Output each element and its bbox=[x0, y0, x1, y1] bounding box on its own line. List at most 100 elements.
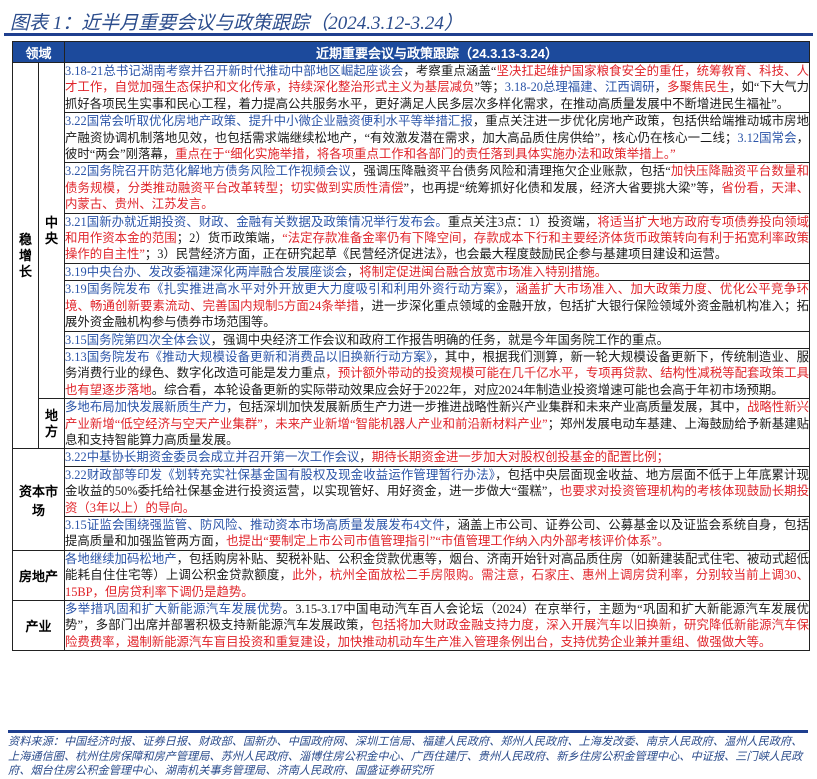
key-point-highlight: 加快压降融资平台数量和债务规模，分类推动融资平台改革转型；切实做到实质性清偿 bbox=[65, 164, 810, 195]
key-point-highlight: 省份看，天津、内蒙古、贵州、江苏发言。 bbox=[65, 180, 810, 212]
detail-text: ，包括购房补贴、契税补贴、公积金贷款优惠等，烟台、济南开始针对高品质住房（如新建… bbox=[65, 551, 810, 583]
detail-text: ”，也再提“统筹抓好化债和发展，经济大省要挑大梁”等， bbox=[403, 180, 722, 195]
policy-item: 3.15国务院第四次全体会议，强调中央经济工作会议和政府工作报告明确的任务，就是… bbox=[64, 330, 810, 349]
table-row: 3.15证监会围绕强监管、防风险、推动资本市场高质量发展发布4文件，涵盖上市公司… bbox=[13, 515, 810, 551]
table-row: 3.13国务院发布《推动大规模设备更新和消费品以旧换新行动方案》，其中，根据我们… bbox=[13, 347, 810, 400]
detail-text: ，考察重点涵盖“ bbox=[403, 64, 497, 78]
table-row: 3.22财政部等印发《划转充实社保基金国有股权及现金收益运作管理暂行办法》，包括… bbox=[13, 465, 810, 517]
detail-text: ， bbox=[502, 282, 516, 297]
event-headline: 3.22财政部等印发《划转充实社保基金国有股权及现金收益运作管理暂行办法》 bbox=[65, 467, 496, 482]
policy-item: 3.22国务院召开防范化解地方债务风险工作视频会议，强调压降融资平台债务风险和清… bbox=[64, 162, 810, 214]
detail-text: ，如“下大气力抓好各项民生实事和民心工程，着力提高公共服务水平，更好满足人民多层… bbox=[65, 80, 810, 111]
detail-text: ， bbox=[654, 80, 668, 95]
policy-item: 多地布局加快发展新质生产力，包括深圳加快发展新质生产力进一步推进战略性新兴产业集… bbox=[64, 398, 810, 450]
event-headline: 3.13国务院发布《推动大规模设备更新和消费品以旧换新行动方案》 bbox=[65, 349, 433, 364]
key-point-highlight: 涵盖扩大市场准入、加大政策力度、优化公平竞争环境、畅通创新要素流动、完善国内规制… bbox=[65, 282, 810, 313]
event-headline: 各地继续加码松地产 bbox=[65, 551, 177, 566]
key-point-highlight: 多聚焦民生 bbox=[667, 80, 730, 95]
table-row: 3.22国务院召开防范化解地方债务风险工作视频会议，强调压降融资平台债务风险和清… bbox=[13, 162, 810, 214]
event-headline: 3.22中基协长期资金委员会成立并召开第一次工作会议 bbox=[65, 450, 360, 465]
header-title: 近期重要会议与政策跟踪（24.3.13-3.24） bbox=[64, 41, 810, 63]
category-label: 稳增长 bbox=[18, 231, 32, 279]
detail-text: ， bbox=[346, 264, 360, 279]
table-row: 稳增长 中央 3.18-21总书记湖南考察并召开新时代推动中部地区崛起座谈会，考察重… bbox=[12, 61, 810, 450]
title-divider bbox=[4, 33, 813, 36]
key-point-highlight: 将适当扩大地方政府专项债券投向领域和用作资本金的范围 bbox=[65, 214, 810, 246]
detail-text: ，强调压降融资平台债务风险和清理拖欠企业账款，包括“ bbox=[350, 164, 671, 179]
event-headline: 多地布局加快发展新质生产力 bbox=[65, 400, 227, 415]
figure-title: 图表 1：近半月重要会议与政策跟踪（2024.3.12-3.24） bbox=[10, 13, 463, 34]
key-point-highlight: 战略性新兴产业新增“低空经济与空天产业集群”，未来产业新增“智能机器人产业和前沿… bbox=[65, 400, 810, 431]
category-label: 中央 bbox=[44, 214, 58, 246]
detail-text: ；2）货币政策端， bbox=[176, 231, 283, 246]
policy-item: 3.15证监会围绕强监管、防风险、推动资本市场高质量发展发布4文件，涵盖上市公司… bbox=[64, 515, 810, 551]
key-point-highlight: 重点在于“细化实施举措，将各项重点工作和各部门的责任落到具体实施办法和政策举措上… bbox=[175, 147, 676, 162]
category-stable-growth: 稳增长 bbox=[12, 61, 39, 450]
detail-text: 重点关注3点：1）投资端， bbox=[447, 214, 598, 229]
category-label: 房地产 bbox=[19, 568, 59, 584]
event-headline: 3.18-21总书记湖南考察并召开新时代推动中部地区崛起座谈会 bbox=[65, 64, 404, 78]
event-headline: 3.15证监会围绕强监管、防风险、推动资本市场高质量发展发布4文件 bbox=[65, 517, 445, 532]
detail-text: ，包括中央层面现金收益、地方层面不低于上年底累计现金收益的50%委托给社保基金进… bbox=[65, 467, 810, 499]
table-row: 3.19国务院发布《扎实推进高水平对外开放更大力度吸引和利用外资行动方案》，涵盖… bbox=[13, 280, 810, 332]
detail-text: ，包括深圳加快发展新质生产力进一步推进战略性新兴产业集群和未来产业高质量发展，其… bbox=[226, 400, 748, 415]
event-headline: 3.21国新办就近期投资、财政、金融有关数据及政策情况举行发布会。 bbox=[65, 214, 448, 229]
detail-text: ，其中，根据我们测算，新一轮大规模设备更新下，传统制造业、服务消费行业的绿色、数… bbox=[65, 349, 809, 381]
table-row: 3.21国新办就近期投资、财政、金融有关数据及政策情况举行发布会。重点关注3点：… bbox=[13, 212, 810, 264]
category-industry: 产业 bbox=[11, 599, 66, 652]
policy-item: 3.21国新办就近期投资、财政、金融有关数据及政策情况举行发布会。重点关注3点：… bbox=[64, 212, 810, 264]
key-point-highlight: 坚决扛起维护国家粮食安全的重任，统筹教育、科技、人才工作，自觉加强生态保护和文化… bbox=[65, 64, 810, 95]
detail-text: 。综合看，本轮设备更新的实际带动效果应会好于2022年，对应2024年制造业投资… bbox=[151, 382, 784, 397]
category-label: 产业 bbox=[25, 619, 52, 635]
key-point-highlight: 包括将加大财政金融支持力度，深入开展汽车以旧换新，研究降低新能源汽车保险费费率，… bbox=[65, 618, 810, 649]
category-real-estate: 房地产 bbox=[11, 549, 66, 602]
event-headline: 3.19国务院发布《扎实推进高水平对外开放更大力度吸引和利用外资行动方案》 bbox=[65, 282, 503, 297]
table-row: 房地产 各地继续加码松地产，包括购房补贴、契税补贴、公积金贷款优惠等，烟台、济南开… bbox=[11, 549, 810, 602]
event-headline: 3.15国务院第四次全体会议 bbox=[65, 332, 211, 347]
category-label: 资本市场 bbox=[19, 483, 59, 518]
policy-item: 3.22国常会听取优化房地产政策、提升中小微企业融资便利水平等举措汇报，重点关注… bbox=[64, 112, 810, 164]
category-central: 中央 bbox=[37, 61, 66, 400]
table-row: 3.22国常会听取优化房地产政策、提升中小微企业融资便利水平等举措汇报，重点关注… bbox=[13, 112, 810, 164]
key-point-highlight: 也提出“要制定上市公司市值管理指引”“市值管理工作纳入内外部考核评价体系”。 bbox=[226, 534, 670, 549]
detail-text: ，彼时“两会”刚落幕， bbox=[65, 130, 810, 162]
table-row: 3.19中央台办、发改委福建深化两岸融合发展座谈会，将制定促进闽台融合放宽市场准… bbox=[13, 262, 810, 282]
policy-tracking-table: 领域 近期重要会议与政策跟踪（24.3.13-3.24） 稳增长 中央 3.18-2… bbox=[11, 41, 810, 652]
key-point-highlight: ，预计额外带动的投资规模可能在几千亿水平，专项再贷款、结构性减税等配套政策工具也… bbox=[65, 366, 810, 397]
detail-text: ， bbox=[359, 450, 372, 465]
category-capital-market: 资本市场 bbox=[11, 448, 66, 551]
detail-text: ，进一步深化重点领域的金融开放，包括扩大银行保险领域外资金融机构准入；拓展外资金… bbox=[65, 298, 809, 330]
detail-text: ”等； bbox=[474, 80, 505, 95]
event-headline: 3.18-20总理福建、江西调研 bbox=[504, 80, 655, 95]
table-row: 地方 多地布局加快发展新质生产力，包括深圳加快发展新质生产力进一步推进战略性新兴产… bbox=[13, 398, 810, 450]
event-headline: 3.12国常会 bbox=[737, 130, 797, 145]
key-point-highlight: 将制定促进闽台融合放宽市场准入特别措施。 bbox=[359, 264, 608, 279]
event-headline: 3.22国常会听取优化房地产政策、提升中小微企业融资便利水平等举措汇报 bbox=[65, 114, 473, 129]
policy-item: 3.18-21总书记湖南考察并召开新时代推动中部地区崛起座谈会，考察重点涵盖“坚… bbox=[64, 61, 810, 114]
key-point-highlight: “法定存款准备金率仍有下降空间，存款成本下行和主要经济体货币政策转向有利于拓宽利… bbox=[65, 231, 810, 262]
category-label: 地方 bbox=[44, 407, 58, 439]
policy-item: 各地继续加码松地产，包括购房补贴、契税补贴、公积金贷款优惠等，烟台、济南开始针对… bbox=[64, 549, 810, 602]
table-row: 产业 多举措巩固和扩大新能源汽车发展优势。3.15-3.17中国电动汽车百人会论坛… bbox=[11, 599, 810, 652]
policy-item: 3.13国务院发布《推动大规模设备更新和消费品以旧换新行动方案》，其中，根据我们… bbox=[64, 347, 810, 400]
header-domain: 领域 bbox=[11, 41, 66, 63]
key-point-highlight: 此外，杭州全面放松二手房限购。需注意，石家庄、惠州上调房贷利率，分别较当前上调3… bbox=[65, 568, 810, 599]
source-note: 资料来源：中国经济时报、证券日报、财政部、国新办、中国政府网、深圳工信局、福建人… bbox=[8, 730, 808, 779]
event-headline: 3.19中央台办、发改委福建深化两岸融合发展座谈会 bbox=[65, 264, 347, 279]
event-headline: 多举措巩固和扩大新能源汽车发展优势 bbox=[65, 602, 283, 616]
key-point-highlight: 也要求对投资管理机构的考核体现鼓励长期投资（3年以上）的导向。 bbox=[65, 484, 810, 515]
detail-text: ；郑州发展电动车基建、上海鼓励给予新基建贴息和支持智能算力高质量发展。 bbox=[65, 416, 809, 447]
event-headline: 3.22国务院召开防范化解地方债务风险工作视频会议 bbox=[65, 164, 351, 179]
policy-item: 3.19国务院发布《扎实推进高水平对外开放更大力度吸引和利用外资行动方案》，涵盖… bbox=[64, 280, 810, 332]
policy-item: 3.22中基协长期资金委员会成立并召开第一次工作会议，期待长期资金进一步加大对股… bbox=[64, 448, 810, 467]
table-header-row: 领域 近期重要会议与政策跟踪（24.3.13-3.24） bbox=[11, 41, 810, 63]
policy-item: 多举措巩固和扩大新能源汽车发展优势。3.15-3.17中国电动汽车百人会论坛（2… bbox=[64, 599, 810, 652]
policy-item: 3.19中央台办、发改委福建深化两岸融合发展座谈会，将制定促进闽台融合放宽市场准… bbox=[64, 262, 810, 282]
category-local: 地方 bbox=[37, 398, 66, 450]
detail-text: ，涵盖上市公司、证券公司、公募基金以及证监会系统自身，包括提高质量和加强监管两方… bbox=[65, 517, 809, 549]
detail-text: ，重点关注进一步优化房地产政策，包括供给端推动城市房地产融资协调机制落地见效，也… bbox=[65, 114, 810, 145]
policy-item: 3.22财政部等印发《划转充实社保基金国有股权及现金收益运作管理暂行办法》，包括… bbox=[64, 465, 810, 517]
detail-text: ，强调中央经济工作会议和政府工作报告明确的任务，就是今年国务院工作的重点。 bbox=[210, 332, 670, 347]
detail-text: 。3.15-3.17中国电动汽车百人会论坛（2024）在京举行，主题为“巩固和扩… bbox=[65, 602, 810, 633]
table-row: 3.15国务院第四次全体会议，强调中央经济工作会议和政府工作报告明确的任务，就是… bbox=[13, 330, 810, 349]
